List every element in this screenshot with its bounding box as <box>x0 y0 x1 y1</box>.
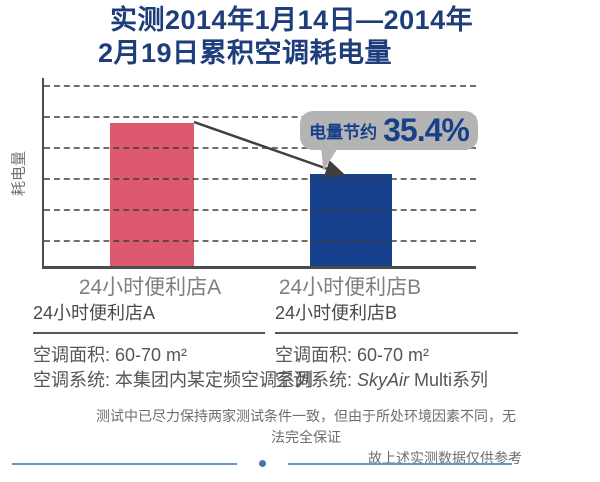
x-tick-store-a: 24小时便利店A <box>78 276 222 299</box>
store-b-card: 24小时便利店B 空调面积: 60-70 m² 空调系统: SkyAir Mul… <box>275 299 518 393</box>
store-b-area: 空调面积: 60-70 m² <box>275 345 430 365</box>
bar-store-b <box>310 174 392 266</box>
footer-divider-dot <box>259 460 266 467</box>
store-b-system: 空调系统: SkyAir Multi系列 <box>275 368 518 393</box>
store-b-system-rest: Multi系列 <box>409 370 489 390</box>
y-axis-label: 耗电量 <box>10 151 28 197</box>
store-b-divider <box>275 332 518 334</box>
savings-label: 电量节约 <box>309 123 378 142</box>
store-a-card: 24小时便利店A 空调面积: 60-70 m² 空调系统: 本集团内某定频空调系… <box>33 299 313 393</box>
footnote-line2: 故上述实测数据仅供参考 <box>368 450 522 466</box>
store-a-divider <box>33 332 265 334</box>
store-a-area: 空调面积: 60-70 m² <box>33 345 188 365</box>
footer-divider-right <box>288 463 512 465</box>
footnote: 测试中已尽力保持两家测试条件一致，但由于所处环境因素不同，无法完全保证 故上述实… <box>90 406 522 469</box>
store-a-name: 24小时便利店A <box>33 303 156 323</box>
store-a-system-label: 空调系统: <box>33 370 116 390</box>
savings-value: 35.4% <box>383 112 470 148</box>
footer-divider-left <box>12 463 237 465</box>
gridline <box>44 240 476 242</box>
store-b-system-label: 空调系统: <box>275 370 358 390</box>
store-a-system: 空调系统: 本集团内某定频空调系列 <box>33 368 313 393</box>
gridline <box>44 209 476 211</box>
savings-bubble: 电量节约 35.4% <box>300 111 478 150</box>
plot-area <box>42 78 476 269</box>
bar-store-a <box>110 123 194 266</box>
gridline <box>44 116 476 118</box>
footnote-line1: 测试中已尽力保持两家测试条件一致，但由于所处环境因素不同，无法完全保证 <box>96 408 516 445</box>
x-tick-store-b: 24小时便利店B <box>278 276 422 299</box>
gridline <box>44 178 476 180</box>
gridline <box>44 85 476 87</box>
store-b-name: 24小时便利店B <box>275 303 398 323</box>
page-title-line1: 实测2014年1月14日—2014年 <box>110 5 474 35</box>
page-title: 实测2014年1月14日—2014年 2月19日累积空调耗电量 <box>98 4 473 70</box>
page-title-line2: 2月19日累积空调耗电量 <box>98 38 393 68</box>
store-a-system-rest: 本集团内某定频空调系列 <box>115 370 314 390</box>
store-b-system-italic: SkyAir <box>357 370 410 390</box>
